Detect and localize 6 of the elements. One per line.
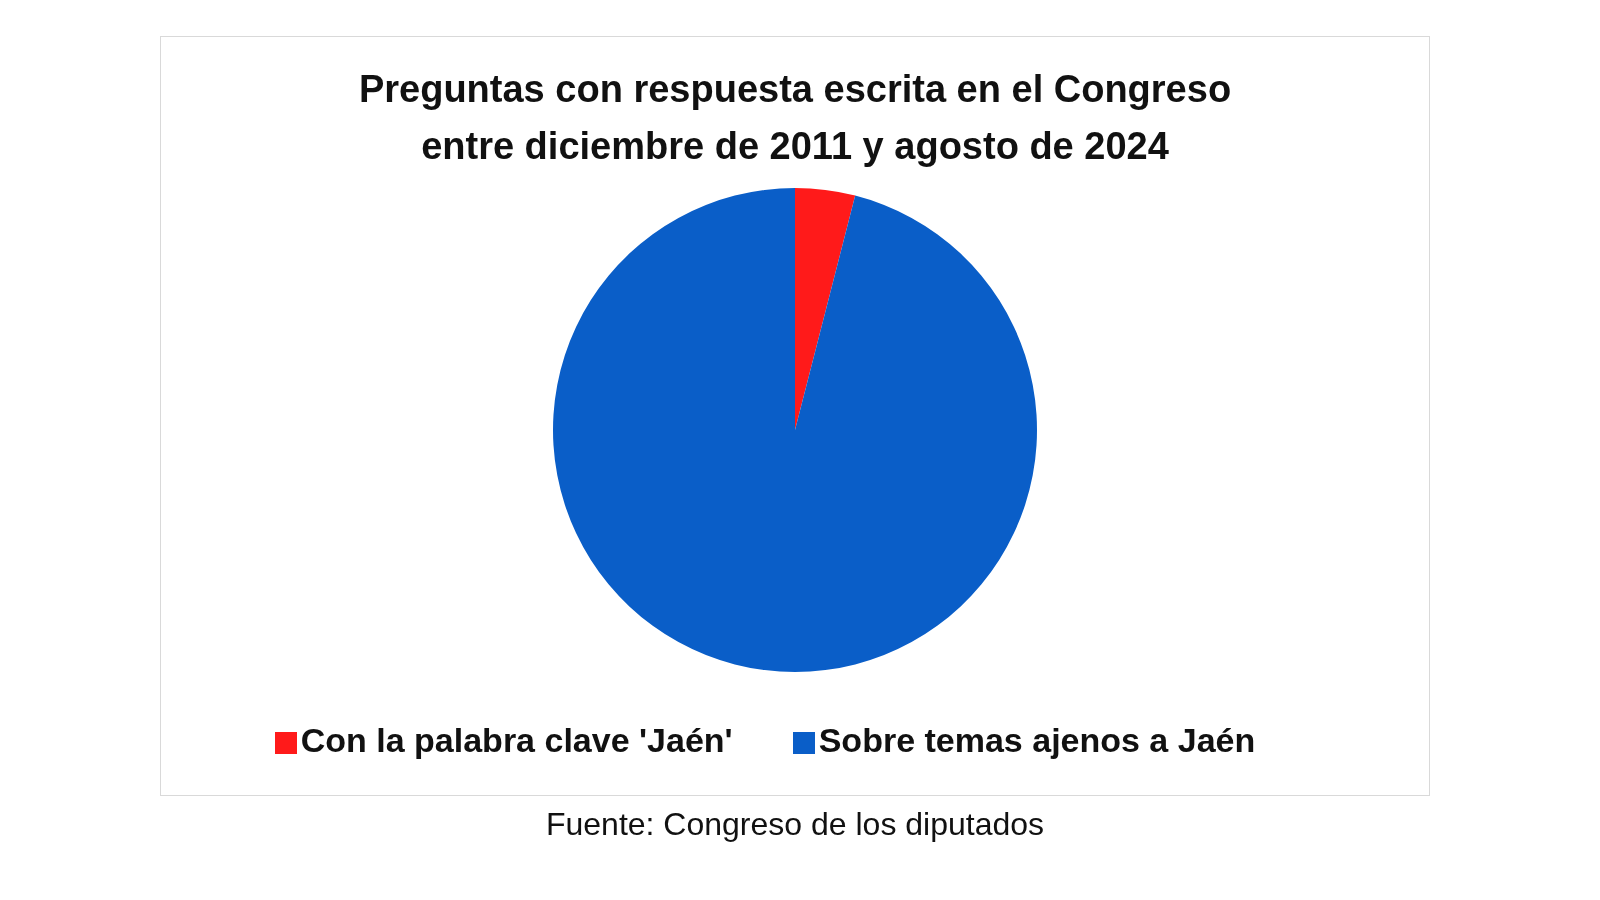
legend-label: Con la palabra clave 'Jaén' — [300, 721, 733, 759]
pie-slice — [795, 188, 856, 430]
source-note: Fuente: Congreso de los diputados — [544, 806, 1046, 843]
chart-title: Preguntas con respuesta escrita en el Congreso entre diciembre de 2011 y agosto de 2024 — [357, 67, 1233, 169]
pie-slice — [553, 188, 1037, 672]
legend-label: Sobre temas ajenos a Jaén — [818, 721, 1256, 759]
